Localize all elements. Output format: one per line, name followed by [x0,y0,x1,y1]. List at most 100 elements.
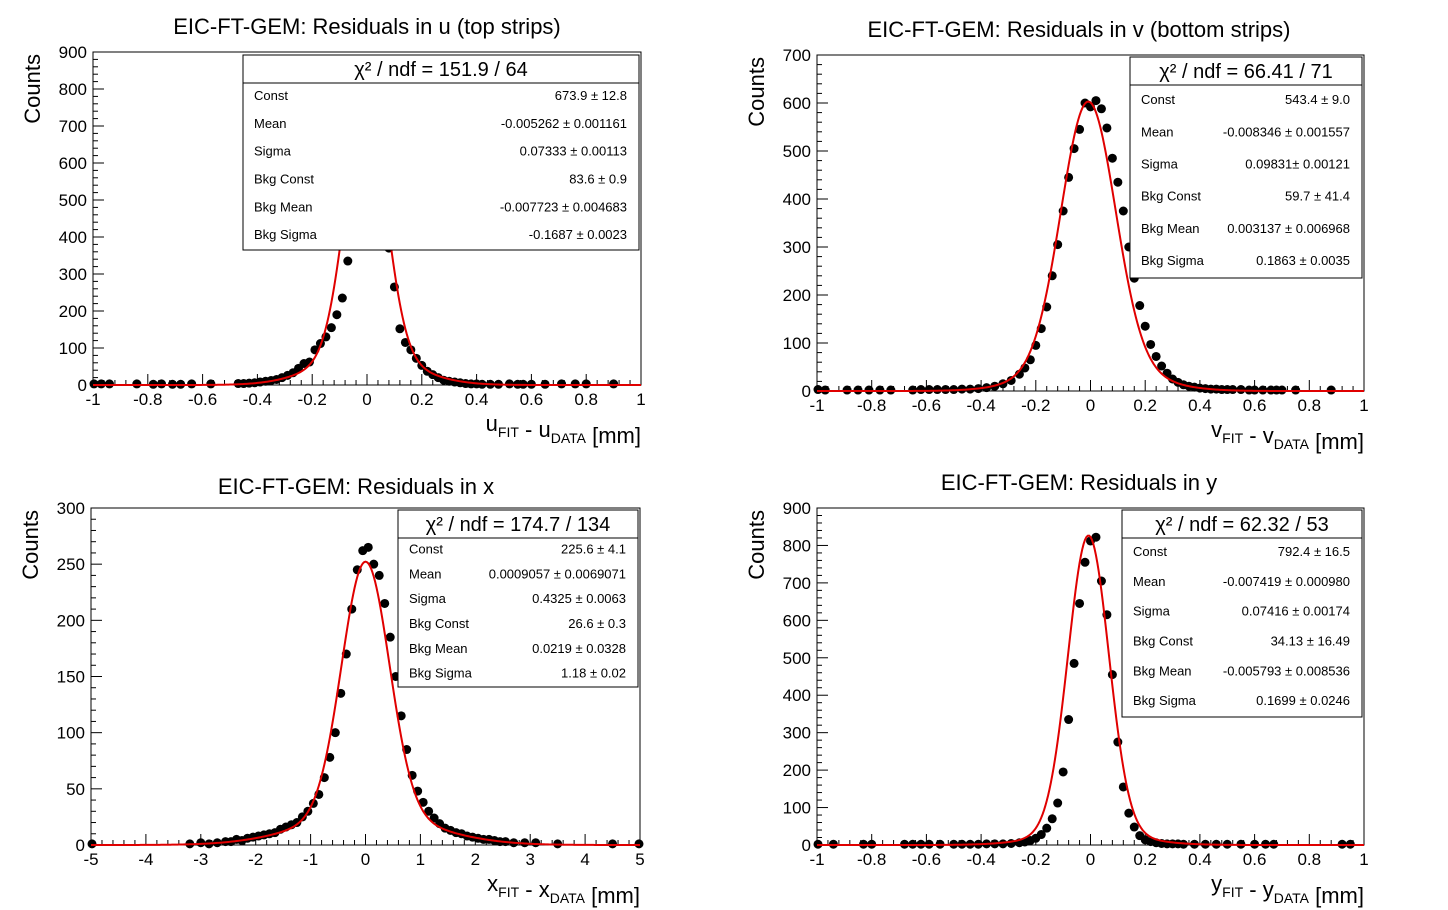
stats-value: 0.003137 ± 0.006968 [1227,221,1350,236]
stats-box: χ² / ndf = 174.7 / 134 Const 225.6 ± 4.1 Me… [397,509,639,688]
data-point [385,632,395,642]
x-tick-label: 0 [1086,396,1095,415]
data-point [343,256,353,266]
stats-label: Bkg Mean [409,641,468,656]
data-point [1006,375,1016,385]
data-point [932,385,942,395]
data-point [196,838,206,848]
x-axis-label: vFIT - vDATA [mm] [1211,417,1364,454]
data-point [396,711,406,721]
x-tick-label: -0.8 [133,390,162,409]
y-tick-label: 600 [59,154,87,173]
data-point [304,357,314,367]
fit-curve [91,560,640,846]
x-tick-label: -5 [83,850,98,869]
y-tick-label: 100 [783,799,811,818]
stats-label: Mean [1141,124,1174,139]
stats-box: χ² / ndf = 62.32 / 53 Const 792.4 ± 16.5 Me… [1121,509,1363,718]
stats-frame [397,509,639,688]
data-point [1064,715,1074,725]
x-tick-label: 4 [580,850,589,869]
x-tick-label: -1 [85,390,100,409]
y-tick-label: 700 [783,574,811,593]
stats-value: 0.0219 ± 0.0328 [532,641,626,656]
x-label-part: u [538,417,550,442]
stats-label: Sigma [409,591,447,606]
stats-label: Const [409,541,443,556]
stats-box: χ² / ndf = 151.9 / 64 Const 673.9 ± 12.8 Me… [242,54,640,251]
data-point [634,839,644,849]
x-label-part: - [1243,423,1263,448]
data-point [1036,830,1046,840]
chart-panel-4: EIC-FT-GEM: Residuals in y-1 -0.8 -0.6 -0.4… [744,470,1369,908]
x-tick-label: 0.8 [574,390,598,409]
x-label-part: - [519,877,539,902]
data-point [429,813,439,823]
x-tick-label: -1 [303,850,318,869]
x-label-subscript: FIT [1222,430,1243,446]
x-label-part: y [1263,877,1274,902]
data-point [418,797,428,807]
data-point [1091,96,1101,106]
x-label-part: [mm] [591,883,640,908]
stats-value: 0.4325 ± 0.0063 [532,591,626,606]
data-point [581,379,591,389]
x-tick-label: -3 [193,850,208,869]
y-axis-label: Counts [18,510,43,580]
chart-panel-3: EIC-FT-GEM: Residuals in x-5 -4 -3 -2 -1 0 1 2 3… [18,474,645,908]
x-tick-label: 1 [636,390,645,409]
y-tick-label: 250 [57,555,85,574]
y-tick-label: 700 [783,46,811,65]
stats-value: 1.18 ± 0.02 [561,666,626,681]
y-axis-label: Counts [744,510,769,580]
x-label-part: v [1211,417,1222,442]
data-point [380,598,390,608]
x-tick-label: 0.4 [465,390,489,409]
data-point [374,570,384,580]
chart-title: EIC-FT-GEM: Residuals in y [941,470,1217,495]
data-point [1146,339,1156,349]
stats-label: Bkg Const [1141,189,1201,204]
stats-label: Sigma [254,144,292,159]
y-tick-label: 800 [59,80,87,99]
data-point [332,310,342,320]
y-tick-label: 200 [57,611,85,630]
y-tick-label: 100 [57,724,85,743]
data-point [531,838,541,848]
x-tick-label: -0.8 [857,396,886,415]
x-tick-label: 2 [471,850,480,869]
chart-panel-1: EIC-FT-GEM: Residuals in u (top strips) -… [20,14,646,448]
data-point [1107,153,1117,163]
stats-frame [1121,509,1363,718]
y-tick-label: 100 [783,334,811,353]
data-point [187,379,197,389]
x-axis-label: uFIT - uDATA [mm] [486,411,641,448]
y-tick-label: 300 [783,724,811,743]
stats-label: Bkg Sigma [1133,693,1197,708]
y-tick-label: 900 [59,43,87,62]
y-tick-label: 600 [783,611,811,630]
data-point [104,379,114,389]
y-tick-label: 50 [66,780,85,799]
x-tick-label: 0.2 [1133,396,1157,415]
stats-value: 0.1699 ± 0.0246 [1256,693,1350,708]
x-tick-label: 0.6 [1243,396,1267,415]
x-tick-label: -0.6 [912,850,941,869]
x-tick-label: 5 [635,850,644,869]
x-tick-label: -0.8 [857,850,886,869]
x-tick-label: -1 [809,396,824,415]
chart-panel-2: EIC-FT-GEM: Residuals in v (bottom strip… [744,17,1369,454]
y-tick-label: 500 [783,142,811,161]
stats-label: Const [1133,544,1167,559]
stats-label: Sigma [1133,604,1171,619]
x-label-part: - [1243,877,1263,902]
data-point [330,728,340,738]
y-tick-label: 100 [59,339,87,358]
data-point [1096,104,1106,114]
stats-value: -0.008346 ± 0.001557 [1223,124,1350,139]
data-point [424,806,434,816]
x-label-subscript: DATA [550,890,586,906]
x-label-subscript: DATA [1274,890,1310,906]
stats-value: -0.1687 ± 0.0023 [529,227,627,242]
